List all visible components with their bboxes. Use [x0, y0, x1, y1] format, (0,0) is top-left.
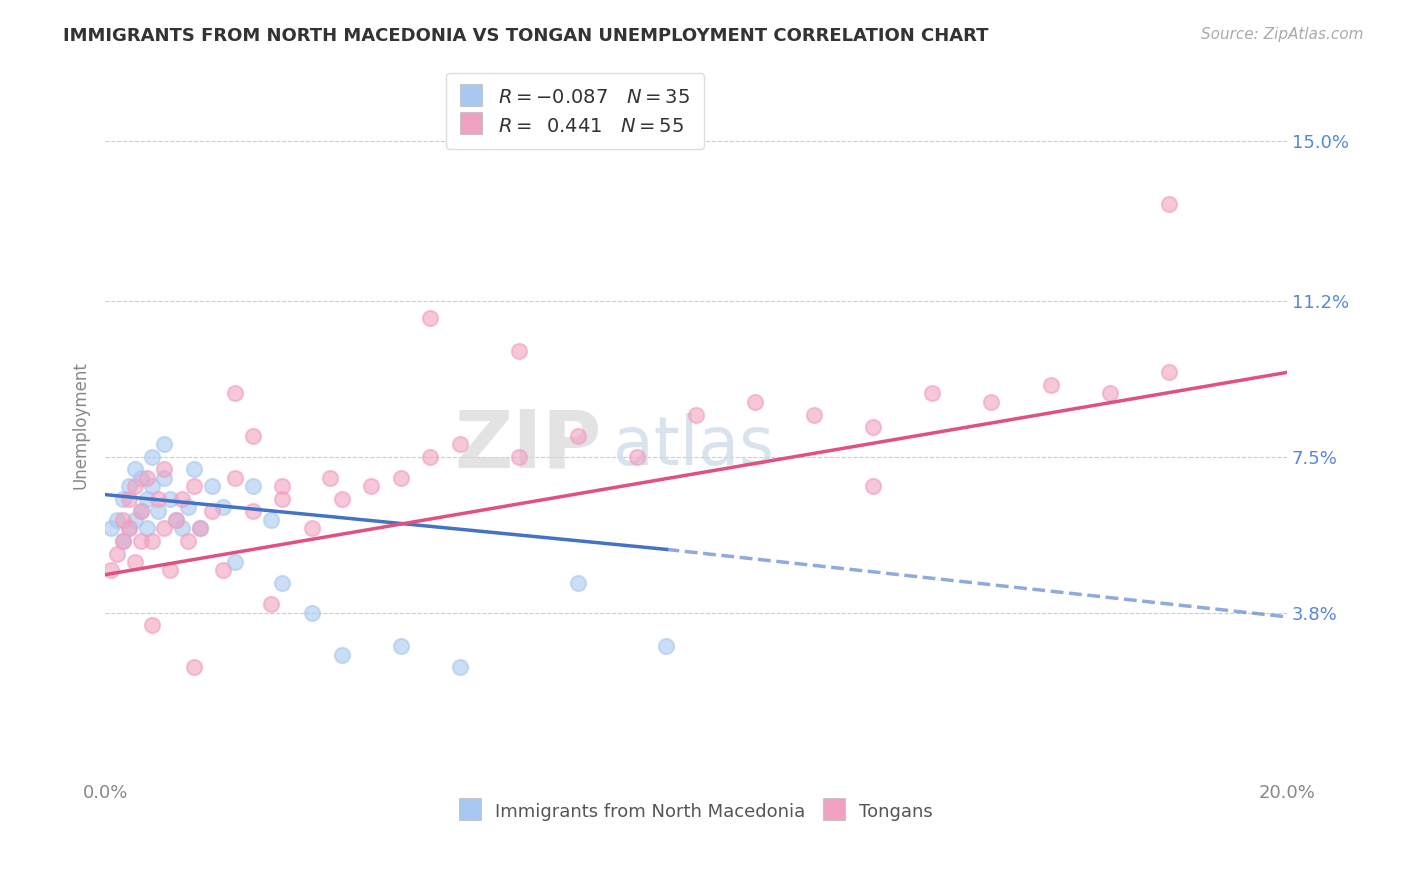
Point [129, 504, 152, 518]
Point [224, 386, 246, 401]
Point [153, 437, 176, 451]
Point [449, 660, 471, 674]
Point [183, 462, 205, 476]
Point [153, 471, 176, 485]
Point [188, 521, 211, 535]
Point [118, 491, 141, 506]
Point [170, 491, 193, 506]
Point [170, 521, 193, 535]
Point [177, 533, 200, 548]
Point [242, 428, 264, 442]
Point [177, 500, 200, 515]
Point [655, 640, 678, 654]
Point [301, 606, 323, 620]
Point [141, 533, 163, 548]
Point [165, 513, 187, 527]
Point [100, 564, 122, 578]
Point [135, 471, 157, 485]
Point [118, 521, 141, 535]
Point [626, 450, 648, 464]
Point [980, 395, 1002, 409]
Point [188, 521, 211, 535]
Point [862, 420, 884, 434]
Point [135, 521, 157, 535]
Point [111, 491, 134, 506]
Point [1157, 197, 1180, 211]
Point [921, 386, 943, 401]
Text: Source: ZipAtlas.com: Source: ZipAtlas.com [1201, 27, 1364, 42]
Point [685, 408, 707, 422]
Point [419, 450, 441, 464]
Point [153, 521, 176, 535]
Point [212, 500, 235, 515]
Point [111, 533, 134, 548]
Point [118, 521, 141, 535]
Point [259, 597, 281, 611]
Point [330, 648, 353, 662]
Point [242, 504, 264, 518]
Point [200, 479, 222, 493]
Point [111, 533, 134, 548]
Point [105, 513, 128, 527]
Point [111, 513, 134, 527]
Y-axis label: Unemployment: Unemployment [72, 361, 89, 489]
Point [389, 640, 412, 654]
Point [319, 471, 342, 485]
Point [148, 491, 170, 506]
Point [508, 450, 530, 464]
Point [567, 428, 589, 442]
Point [271, 479, 294, 493]
Point [301, 521, 323, 535]
Point [141, 479, 163, 493]
Point [1157, 366, 1180, 380]
Point [141, 450, 163, 464]
Point [212, 564, 235, 578]
Text: IMMIGRANTS FROM NORTH MACEDONIA VS TONGAN UNEMPLOYMENT CORRELATION CHART: IMMIGRANTS FROM NORTH MACEDONIA VS TONGA… [63, 27, 988, 45]
Point [159, 564, 181, 578]
Point [360, 479, 382, 493]
Point [165, 513, 187, 527]
Point [1098, 386, 1121, 401]
Point [124, 513, 146, 527]
Point [135, 491, 157, 506]
Point [124, 462, 146, 476]
Point [271, 491, 294, 506]
Point [567, 576, 589, 591]
Point [129, 504, 152, 518]
Point [183, 660, 205, 674]
Point [183, 479, 205, 493]
Point [148, 504, 170, 518]
Point [118, 479, 141, 493]
Point [124, 555, 146, 569]
Point [129, 533, 152, 548]
Point [508, 344, 530, 359]
Point [862, 479, 884, 493]
Point [449, 437, 471, 451]
Point [803, 408, 825, 422]
Point [159, 491, 181, 506]
Point [224, 471, 246, 485]
Point [100, 521, 122, 535]
Point [224, 555, 246, 569]
Point [200, 504, 222, 518]
Point [105, 547, 128, 561]
Legend: Immigrants from North Macedonia, Tongans: Immigrants from North Macedonia, Tongans [446, 789, 946, 833]
Point [271, 576, 294, 591]
Point [419, 310, 441, 325]
Point [129, 471, 152, 485]
Point [330, 491, 353, 506]
Text: atlas: atlas [613, 413, 775, 479]
Point [141, 618, 163, 632]
Point [389, 471, 412, 485]
Point [1039, 378, 1062, 392]
Point [124, 479, 146, 493]
Point [259, 513, 281, 527]
Text: ZIP: ZIP [454, 407, 602, 485]
Point [242, 479, 264, 493]
Point [744, 395, 766, 409]
Point [153, 462, 176, 476]
